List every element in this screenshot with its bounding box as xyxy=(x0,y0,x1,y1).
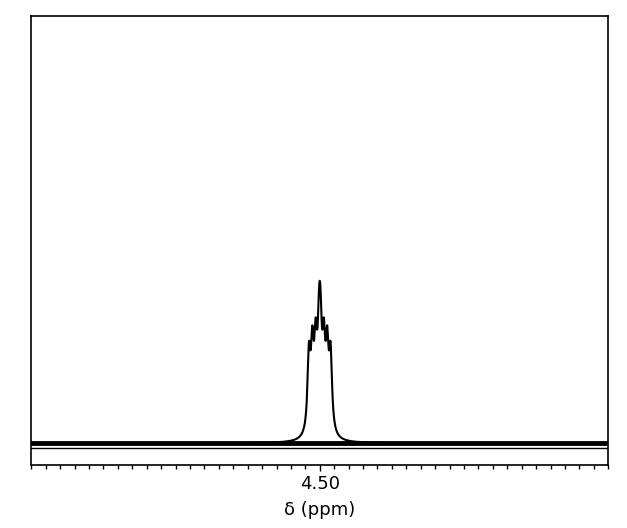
X-axis label: δ (ppm): δ (ppm) xyxy=(284,502,356,520)
